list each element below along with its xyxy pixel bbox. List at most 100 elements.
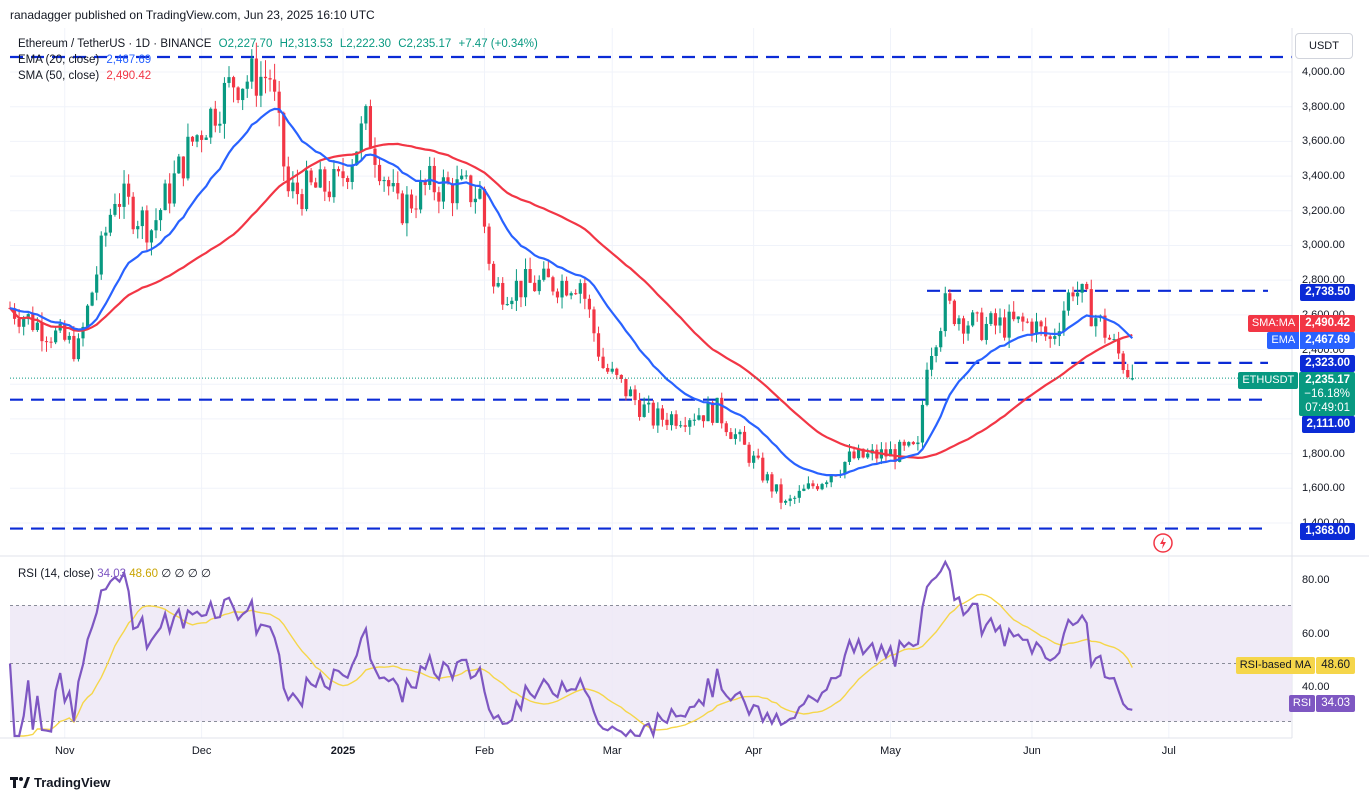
candle-body xyxy=(592,309,596,334)
candle xyxy=(619,374,623,383)
candle xyxy=(674,410,678,430)
candle-body xyxy=(929,355,934,370)
candle-body xyxy=(117,203,122,207)
candle xyxy=(647,395,651,413)
candle-body xyxy=(1002,317,1007,338)
candle-body xyxy=(961,318,966,334)
symbol-name[interactable]: Ethereum / TetherUS · 1D · BINANCE xyxy=(18,38,212,50)
publisher-header: ranadagger published on TradingView.com,… xyxy=(10,8,375,22)
tradingview-logo[interactable]: TradingView xyxy=(10,775,110,790)
candle-body xyxy=(273,79,277,92)
candle xyxy=(286,156,290,197)
candle-body xyxy=(419,180,423,210)
candle xyxy=(346,175,350,190)
candle xyxy=(140,206,144,239)
candle-body xyxy=(268,78,272,80)
candle-body xyxy=(291,182,295,192)
tradingview-logo-icon xyxy=(10,776,30,788)
candle xyxy=(277,80,281,127)
candle-body xyxy=(674,414,678,426)
candle xyxy=(213,100,217,133)
candle xyxy=(414,195,418,219)
candle xyxy=(615,367,619,380)
candle-body xyxy=(496,282,500,287)
candle-body xyxy=(364,106,368,124)
candle xyxy=(168,173,172,214)
candle xyxy=(1021,312,1025,332)
candle-body xyxy=(825,482,829,485)
candle-body xyxy=(957,318,961,325)
candle xyxy=(419,170,423,214)
candle xyxy=(729,427,733,440)
candle xyxy=(300,188,304,216)
candle-body xyxy=(738,431,742,435)
candle-body xyxy=(710,402,715,423)
price-tick-3800: 3,800.00 xyxy=(1302,100,1345,113)
candle-body xyxy=(606,367,610,372)
candle xyxy=(952,299,956,327)
candle-body xyxy=(17,318,21,327)
candle-body xyxy=(952,300,956,325)
rsi-legend[interactable]: RSI (14, close) 34.03 48.60 ∅ ∅ ∅ ∅ xyxy=(18,566,211,580)
candle-body xyxy=(323,169,327,192)
candle xyxy=(85,304,90,330)
candle-body xyxy=(861,448,865,458)
candle-body xyxy=(1016,316,1020,320)
candle-body xyxy=(669,414,674,426)
candle-body xyxy=(259,76,263,96)
candle xyxy=(400,190,404,226)
rsi-extra-2: ∅ xyxy=(174,568,185,580)
candle-body xyxy=(1025,321,1029,323)
candle xyxy=(565,276,569,297)
candle xyxy=(971,309,975,328)
candle xyxy=(222,77,227,139)
candle xyxy=(409,189,414,213)
candle-body xyxy=(1094,318,1098,327)
candle-body xyxy=(186,136,190,179)
candle-body xyxy=(149,230,154,243)
candle xyxy=(642,397,646,418)
time-tick-5: Apr xyxy=(745,745,763,757)
rsi-tick-40: 40.00 xyxy=(1302,681,1330,693)
candle xyxy=(523,258,528,307)
candle xyxy=(793,495,797,504)
currency-selector[interactable]: USDT xyxy=(1295,33,1353,59)
candle-body xyxy=(1126,370,1130,378)
candle xyxy=(405,186,409,237)
candle-body xyxy=(519,280,523,298)
candle xyxy=(364,104,368,130)
candle-body xyxy=(277,91,281,113)
candle-body xyxy=(400,193,404,224)
candle xyxy=(829,474,833,488)
rsi-tick-80: 80.00 xyxy=(1302,574,1330,586)
candle xyxy=(496,277,500,288)
candle xyxy=(934,345,938,363)
candle-body xyxy=(943,293,947,332)
candle-body xyxy=(113,203,117,215)
candle xyxy=(715,397,719,424)
rsi-tick-60: 60.00 xyxy=(1302,628,1330,640)
candle-body xyxy=(63,323,67,340)
candle xyxy=(998,308,1002,334)
rsi-label: RSI (14, close) xyxy=(18,568,95,580)
candle xyxy=(1025,318,1029,324)
candle-body xyxy=(510,300,514,305)
candle xyxy=(957,315,961,331)
candle xyxy=(473,184,477,214)
candle-body xyxy=(460,175,464,180)
candle xyxy=(537,275,541,295)
candle-body xyxy=(122,183,126,207)
candle xyxy=(765,471,769,484)
candle xyxy=(1075,281,1080,305)
alert-lightning-icon[interactable] xyxy=(1153,533,1173,553)
candle-body xyxy=(975,312,979,314)
ema-legend-row[interactable]: EMA (20, close) 2,467.69 xyxy=(18,52,542,68)
candle-body xyxy=(774,484,779,492)
candle xyxy=(1007,304,1011,349)
candle-body xyxy=(373,148,377,165)
candle-body xyxy=(1062,310,1066,332)
sma-legend-row[interactable]: SMA (50, close) 2,490.42 xyxy=(18,68,542,84)
candle-body xyxy=(446,177,450,184)
candle xyxy=(1117,331,1121,360)
